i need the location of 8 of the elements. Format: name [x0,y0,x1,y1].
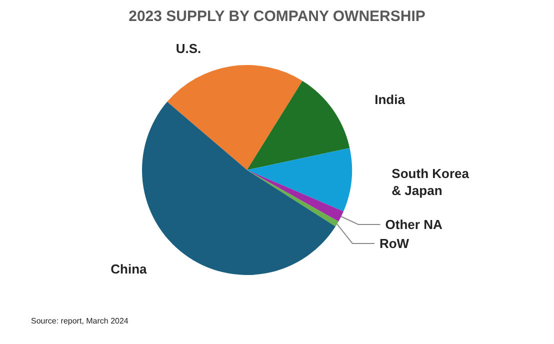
slice-label: India [374,92,406,107]
source-note: Source: report, March 2024 [31,316,129,326]
slice-label: U.S. [176,40,202,56]
slice-label: China [110,261,148,276]
chart-title: 2023 SUPPLY BY COMPANY OWNERSHIP [128,8,426,25]
slice-label: Other NA [385,216,443,232]
slice-label: RoW [379,236,410,251]
slice-label: South Korea & Japan [392,166,473,198]
